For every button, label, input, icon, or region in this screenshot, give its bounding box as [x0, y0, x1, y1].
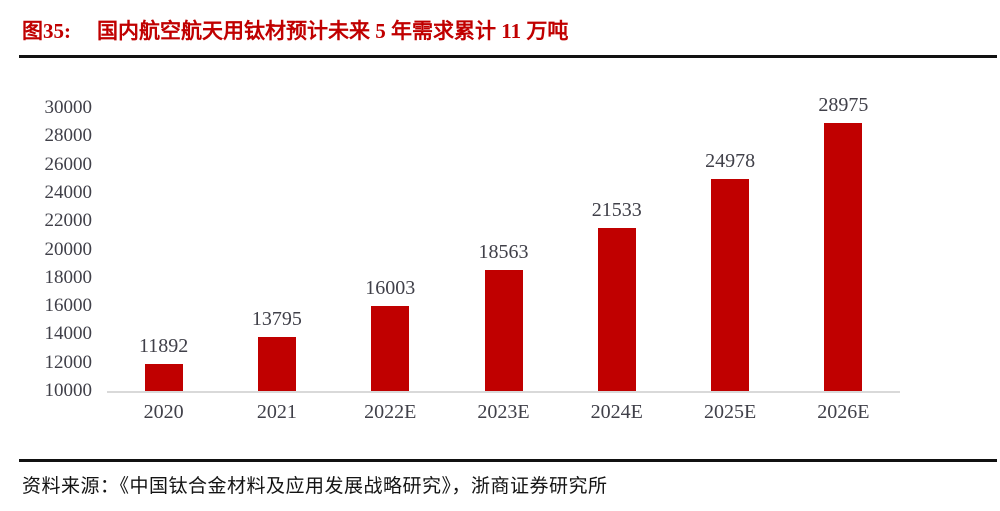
- figure-number-label: 图35:: [22, 19, 71, 43]
- header-divider-line: [19, 55, 997, 58]
- bar-value-label: 16003: [365, 277, 416, 300]
- x-axis-tick-label: 2020: [143, 401, 184, 423]
- x-axis-tick-label: 2025E: [703, 401, 757, 423]
- bar: [371, 306, 410, 391]
- y-axis-tick-label: 28000: [44, 125, 93, 147]
- y-axis-tick-label: 12000: [44, 351, 93, 373]
- source-note: 资料来源：《中国钛合金材料及应用发展战略研究》，浙商证券研究所: [22, 476, 608, 497]
- x-axis-tick-label: 2021: [256, 401, 297, 423]
- bar-value-label: 18563: [478, 240, 529, 263]
- y-axis-tick-label: 18000: [44, 266, 93, 288]
- y-axis-tick-label: 14000: [44, 323, 93, 345]
- bar-value-label: 24978: [705, 150, 756, 173]
- bar-value-label: 28975: [818, 93, 869, 116]
- y-axis-tick-label: 10000: [44, 380, 93, 401]
- y-axis-tick-label: 30000: [44, 97, 93, 118]
- bar: [824, 122, 863, 391]
- y-axis-tick-label: 22000: [44, 210, 93, 232]
- bar: [144, 364, 183, 391]
- bar-value-label: 11892: [139, 335, 189, 358]
- bar-value-label: 21533: [591, 198, 642, 221]
- footer-divider-line: [19, 459, 997, 462]
- x-axis-tick-label: 2023E: [477, 401, 530, 423]
- y-axis-tick-label: 24000: [44, 181, 93, 203]
- x-axis-tick-label: 2026E: [817, 401, 870, 423]
- y-axis-tick-label: 26000: [44, 153, 93, 175]
- x-axis-tick-label: 2024E: [590, 401, 643, 423]
- x-axis-tick-label: 2022E: [364, 401, 417, 423]
- figure-title: 国内航空航天用钛材预计未来 5 年需求累计 11 万吨: [97, 19, 569, 43]
- bar: [711, 179, 750, 391]
- bar-value-label: 13795: [251, 308, 302, 331]
- bar: [484, 269, 523, 391]
- bar: [597, 227, 636, 391]
- y-axis-tick-label: 16000: [44, 295, 93, 317]
- figure-header: 图35: 国内航空航天用钛材预计未来 5 年需求累计 11 万吨: [22, 15, 568, 45]
- x-axis-line: [107, 391, 900, 393]
- bar: [257, 337, 296, 391]
- y-axis-tick-label: 20000: [44, 238, 93, 260]
